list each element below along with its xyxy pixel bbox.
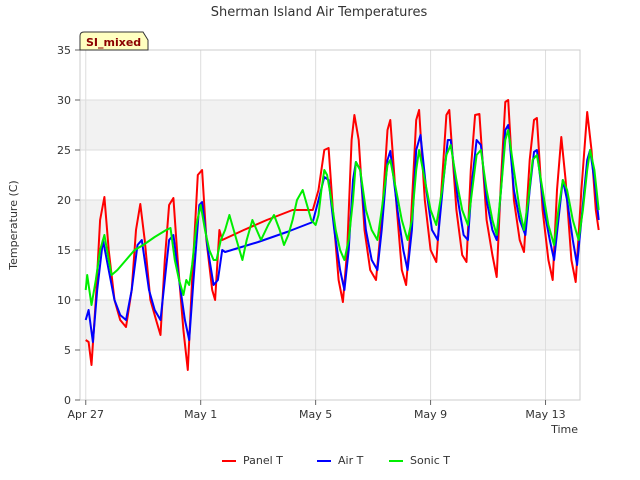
y-tick-label: 0 [64, 394, 71, 407]
y-tick-label: 25 [57, 144, 71, 157]
y-tick-label: 20 [57, 194, 71, 207]
y-axis-ticks: 0 5 10 15 20 25 30 35 [57, 44, 80, 407]
series-line-sonic [84, 129, 600, 306]
x-axis-ticks: Apr 27 May 1 May 5 May 9 May 13 [67, 400, 566, 421]
x-axis-label: Time [550, 423, 578, 436]
y-axis-label: Temperature (C) [7, 180, 20, 270]
y-tick-label: 30 [57, 94, 71, 107]
legend-label-sonic: Sonic T [410, 454, 450, 467]
y-tick-label: 35 [57, 44, 71, 57]
x-tick-label: May 5 [299, 408, 332, 421]
y-tick-label: 5 [64, 344, 71, 357]
chart-title: Sherman Island Air Temperatures [211, 5, 428, 20]
y-tick-label: 15 [57, 244, 71, 257]
legend: Panel T Air T Sonic T [222, 454, 450, 467]
y-tick-label: 10 [57, 294, 71, 307]
series-lines [84, 99, 600, 371]
badge-label: SI_mixed [86, 36, 141, 49]
x-tick-label: May 9 [414, 408, 447, 421]
x-tick-label: May 13 [525, 408, 565, 421]
site-badge: SI_mixed [79, 31, 149, 51]
plot-band [80, 200, 580, 250]
x-tick-label: May 1 [184, 408, 217, 421]
plot-band [80, 100, 580, 150]
legend-label-panel: Panel T [243, 454, 283, 467]
plot-band [80, 300, 580, 350]
x-tick-label: Apr 27 [67, 408, 104, 421]
legend-label-air: Air T [338, 454, 364, 467]
badge-shape [79, 31, 149, 51]
